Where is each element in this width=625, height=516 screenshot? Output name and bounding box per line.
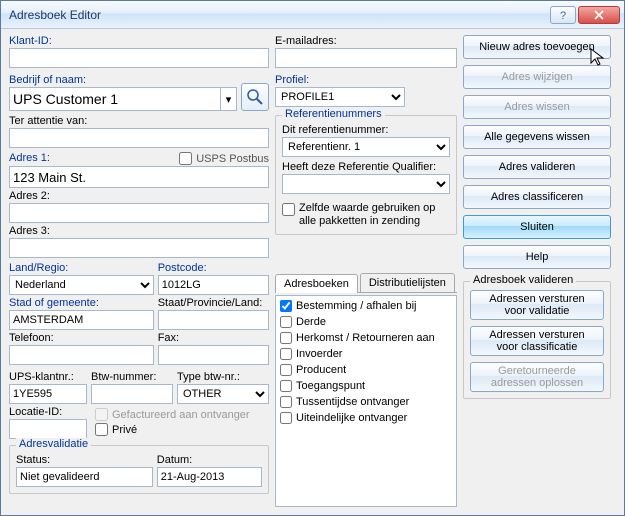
telefoon-label: Telefoon: xyxy=(9,332,154,344)
list-item[interactable]: Herkomst / Retourneren aan xyxy=(280,330,452,346)
adres2-label: Adres 2: xyxy=(9,190,269,202)
stad-input[interactable] xyxy=(9,310,154,330)
referentie-group: Referentienummers Dit referentienummer: … xyxy=(275,115,457,235)
list-item[interactable]: Derde xyxy=(280,314,452,330)
window-title: Adresboek Editor xyxy=(9,8,548,22)
postcode-input[interactable] xyxy=(158,275,269,295)
land-label: Land/Regio: xyxy=(9,262,154,274)
tab-adresboeken[interactable]: Adresboeken xyxy=(275,274,358,293)
tab-distributielijsten[interactable]: Distributielijsten xyxy=(360,273,455,292)
adresvalidatie-group: Adresvalidatie Status: Datum: xyxy=(9,445,269,494)
ups-klant-input[interactable] xyxy=(9,384,87,404)
ditref-select[interactable]: Referentienr. 1 xyxy=(282,137,450,157)
list-item[interactable]: Producent xyxy=(280,362,452,378)
datum-label: Datum: xyxy=(157,454,262,466)
ditref-label: Dit referentienummer: xyxy=(282,124,450,136)
adres1-input[interactable] xyxy=(9,166,269,188)
nieuw-adres-button[interactable]: Nieuw adres toevoegen xyxy=(463,35,611,59)
bedrijf-dropdown-icon[interactable]: ▾ xyxy=(221,87,237,111)
email-label: E-mailadres: xyxy=(275,35,457,47)
usps-postbus-checkbox[interactable]: USPS Postbus xyxy=(179,152,269,165)
close-window-button[interactable] xyxy=(578,6,620,24)
gefactureerd-checkbox[interactable]: Gefactureerd aan ontvanger xyxy=(95,408,269,421)
alle-wissen-button[interactable]: Alle gegevens wissen xyxy=(463,125,611,149)
adres2-input[interactable] xyxy=(9,203,269,223)
zelfde-checkbox[interactable]: Zelfde waarde gebruiken op alle pakkette… xyxy=(282,202,450,228)
bedrijf-label: Bedrijf of naam: xyxy=(9,74,237,86)
profiel-select[interactable]: PROFILE1 xyxy=(275,87,405,107)
fax-label: Fax: xyxy=(158,332,269,344)
staat-label: Staat/Provincie/Land: xyxy=(158,297,269,309)
valideren-button[interactable]: Adres valideren xyxy=(463,155,611,179)
typebtw-label: Type btw-nr.: xyxy=(177,371,269,383)
left-column: Klant-ID: Bedrijf of naam: ▾ Ter attenti… xyxy=(9,35,269,507)
locatie-input[interactable] xyxy=(9,419,87,439)
adres1-label: Adres 1: xyxy=(9,152,50,165)
attentie-label: Ter attentie van: xyxy=(9,115,269,127)
qualifier-label: Heeft deze Referentie Qualifier: xyxy=(282,161,450,173)
list-item[interactable]: Invoerder xyxy=(280,346,452,362)
klant-id-input[interactable] xyxy=(9,48,269,68)
staat-input[interactable] xyxy=(158,310,269,330)
versturen-classificatie-button[interactable]: Adressen versturen voor classificatie xyxy=(470,326,604,356)
adres3-label: Adres 3: xyxy=(9,225,269,237)
help-button[interactable]: Help xyxy=(463,245,611,269)
titlebar: Adresboek Editor ? xyxy=(1,1,624,29)
fax-input[interactable] xyxy=(158,345,269,365)
land-select[interactable]: Nederland xyxy=(9,275,154,295)
right-column: Nieuw adres toevoegen Adres wijzigen Adr… xyxy=(463,35,611,507)
search-icon xyxy=(246,88,264,106)
adres3-input[interactable] xyxy=(9,238,269,258)
wijzigen-button[interactable]: Adres wijzigen xyxy=(463,65,611,89)
email-input[interactable] xyxy=(275,48,457,68)
klant-id-label: Klant-ID: xyxy=(9,35,269,47)
postcode-label: Postcode: xyxy=(158,262,269,274)
list-item[interactable]: Bestemming / afhalen bij xyxy=(280,298,452,314)
ups-klant-label: UPS-klantnr.: xyxy=(9,371,87,383)
svg-text:?: ? xyxy=(560,10,566,20)
adresboeken-list[interactable]: Bestemming / afhalen bijDerdeHerkomst / … xyxy=(275,295,457,507)
list-item[interactable]: Uiteindelijke ontvanger xyxy=(280,410,452,426)
tabs: Adresboeken Distributielijsten xyxy=(275,273,457,293)
sluiten-button[interactable]: Sluiten xyxy=(463,215,611,239)
adresboek-valideren-group: Adresboek valideren Adressen versturen v… xyxy=(463,281,611,399)
dialog-body: Klant-ID: Bedrijf of naam: ▾ Ter attenti… xyxy=(1,29,624,515)
status-label: Status: xyxy=(16,454,153,466)
window: Adresboek Editor ? Klant-ID: Bedrijf of … xyxy=(0,0,625,516)
qualifier-select[interactable] xyxy=(282,174,450,194)
classificeren-button[interactable]: Adres classificeren xyxy=(463,185,611,209)
bedrijf-input[interactable] xyxy=(9,87,221,111)
telefoon-input[interactable] xyxy=(9,345,154,365)
btw-label: Btw-nummer: xyxy=(91,371,173,383)
stad-label: Stad of gemeente: xyxy=(9,297,154,309)
attentie-input[interactable] xyxy=(9,128,269,148)
prive-checkbox[interactable]: Privé xyxy=(95,423,269,436)
middle-column: E-mailadres: Profiel: PROFILE1 Referenti… xyxy=(275,35,457,507)
help-window-button[interactable]: ? xyxy=(550,6,576,24)
typebtw-select[interactable]: OTHER xyxy=(177,384,269,404)
profiel-label: Profiel: xyxy=(275,74,457,86)
geretourneerde-button[interactable]: Geretourneerde adressen oplossen xyxy=(470,362,604,392)
list-item[interactable]: Tussentijdse ontvanger xyxy=(280,394,452,410)
search-button[interactable] xyxy=(241,83,269,111)
versturen-validatie-button[interactable]: Adressen versturen voor validatie xyxy=(470,290,604,320)
datum-input[interactable] xyxy=(157,467,262,487)
btw-input[interactable] xyxy=(91,384,173,404)
wissen-button[interactable]: Adres wissen xyxy=(463,95,611,119)
status-input[interactable] xyxy=(16,467,153,487)
list-item[interactable]: Toegangspunt xyxy=(280,378,452,394)
locatie-label: Locatie-ID: xyxy=(9,406,87,418)
